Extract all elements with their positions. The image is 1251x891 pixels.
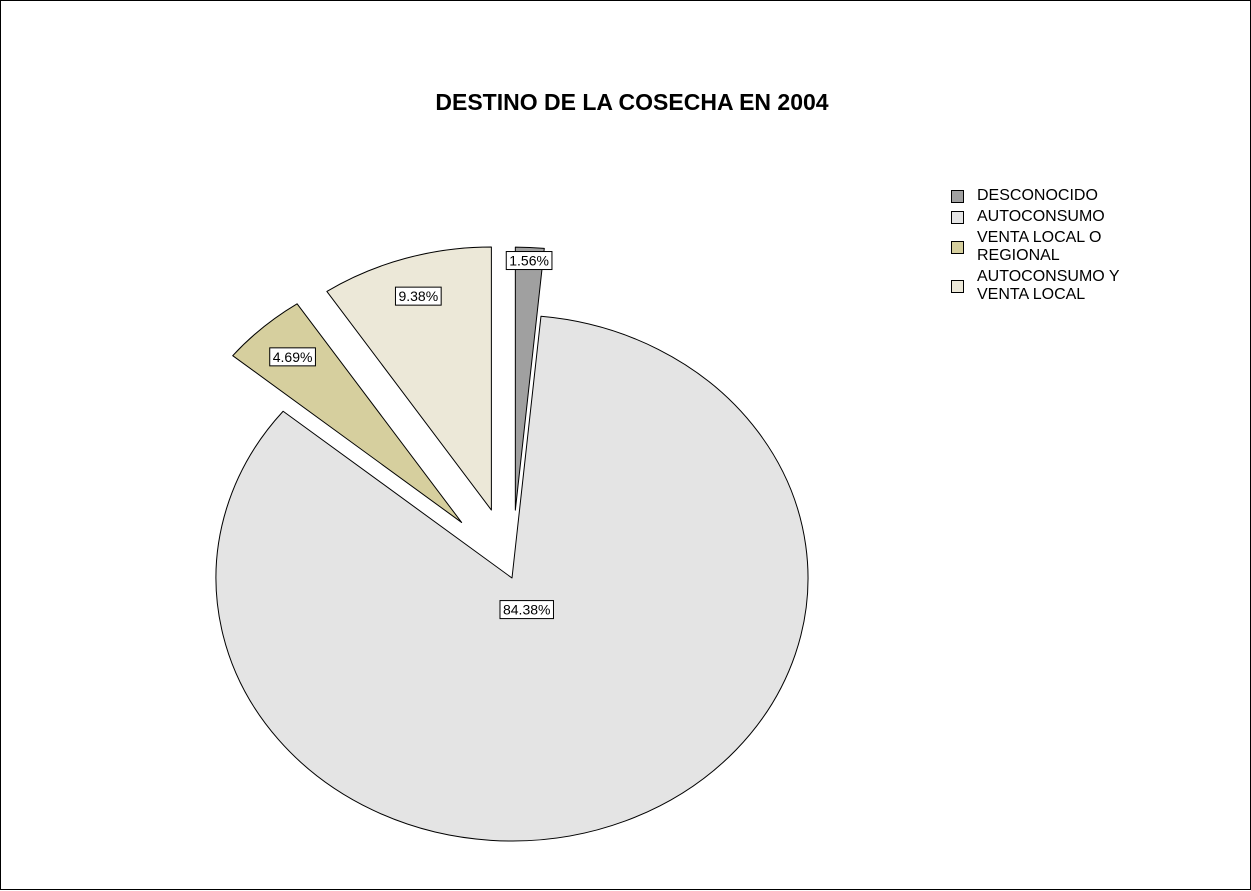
legend-item-desconocido: DESCONOCIDO xyxy=(951,187,1201,205)
legend: DESCONOCIDO AUTOCONSUMO VENTA LOCAL O REGI… xyxy=(951,187,1201,307)
legend-swatch xyxy=(951,279,964,293)
legend-item-autoconsumo: AUTOCONSUMO xyxy=(951,208,1201,226)
legend-item-venta-local-o-regional: VENTA LOCAL O REGIONAL xyxy=(951,229,1201,265)
pie-slice-autoconsumo-y-venta-local xyxy=(326,246,492,511)
data-label-autoconsumo-y-venta-local: 9.38% xyxy=(394,286,442,306)
data-label-autoconsumo: 84.38% xyxy=(499,600,554,620)
legend-label: VENTA LOCAL O REGIONAL xyxy=(977,229,1102,264)
svg-text:4.69%: 4.69% xyxy=(273,349,313,365)
pie-slice-autoconsumo xyxy=(215,315,809,842)
data-label-venta-local-o-regional: 4.69% xyxy=(269,347,316,367)
legend-item-autoconsumo-y-venta-local: AUTOCONSUMO Y VENTA LOCAL xyxy=(951,268,1201,304)
legend-label: AUTOCONSUMO Y VENTA LOCAL xyxy=(977,268,1120,303)
chart-title: DESTINO DE LA COSECHA EN 2004 xyxy=(435,89,829,115)
legend-swatch xyxy=(951,240,964,254)
data-label-desconocido: 1.56% xyxy=(505,251,553,271)
legend-label: AUTOCONSUMO xyxy=(977,208,1105,225)
legend-swatch xyxy=(951,189,964,203)
svg-text:9.38%: 9.38% xyxy=(398,288,438,304)
pie-slice-desconocido xyxy=(514,246,545,511)
svg-text:84.38%: 84.38% xyxy=(503,602,550,618)
svg-text:1.56%: 1.56% xyxy=(509,253,549,269)
legend-swatch xyxy=(951,210,964,224)
legend-label: DESCONOCIDO xyxy=(977,187,1098,204)
